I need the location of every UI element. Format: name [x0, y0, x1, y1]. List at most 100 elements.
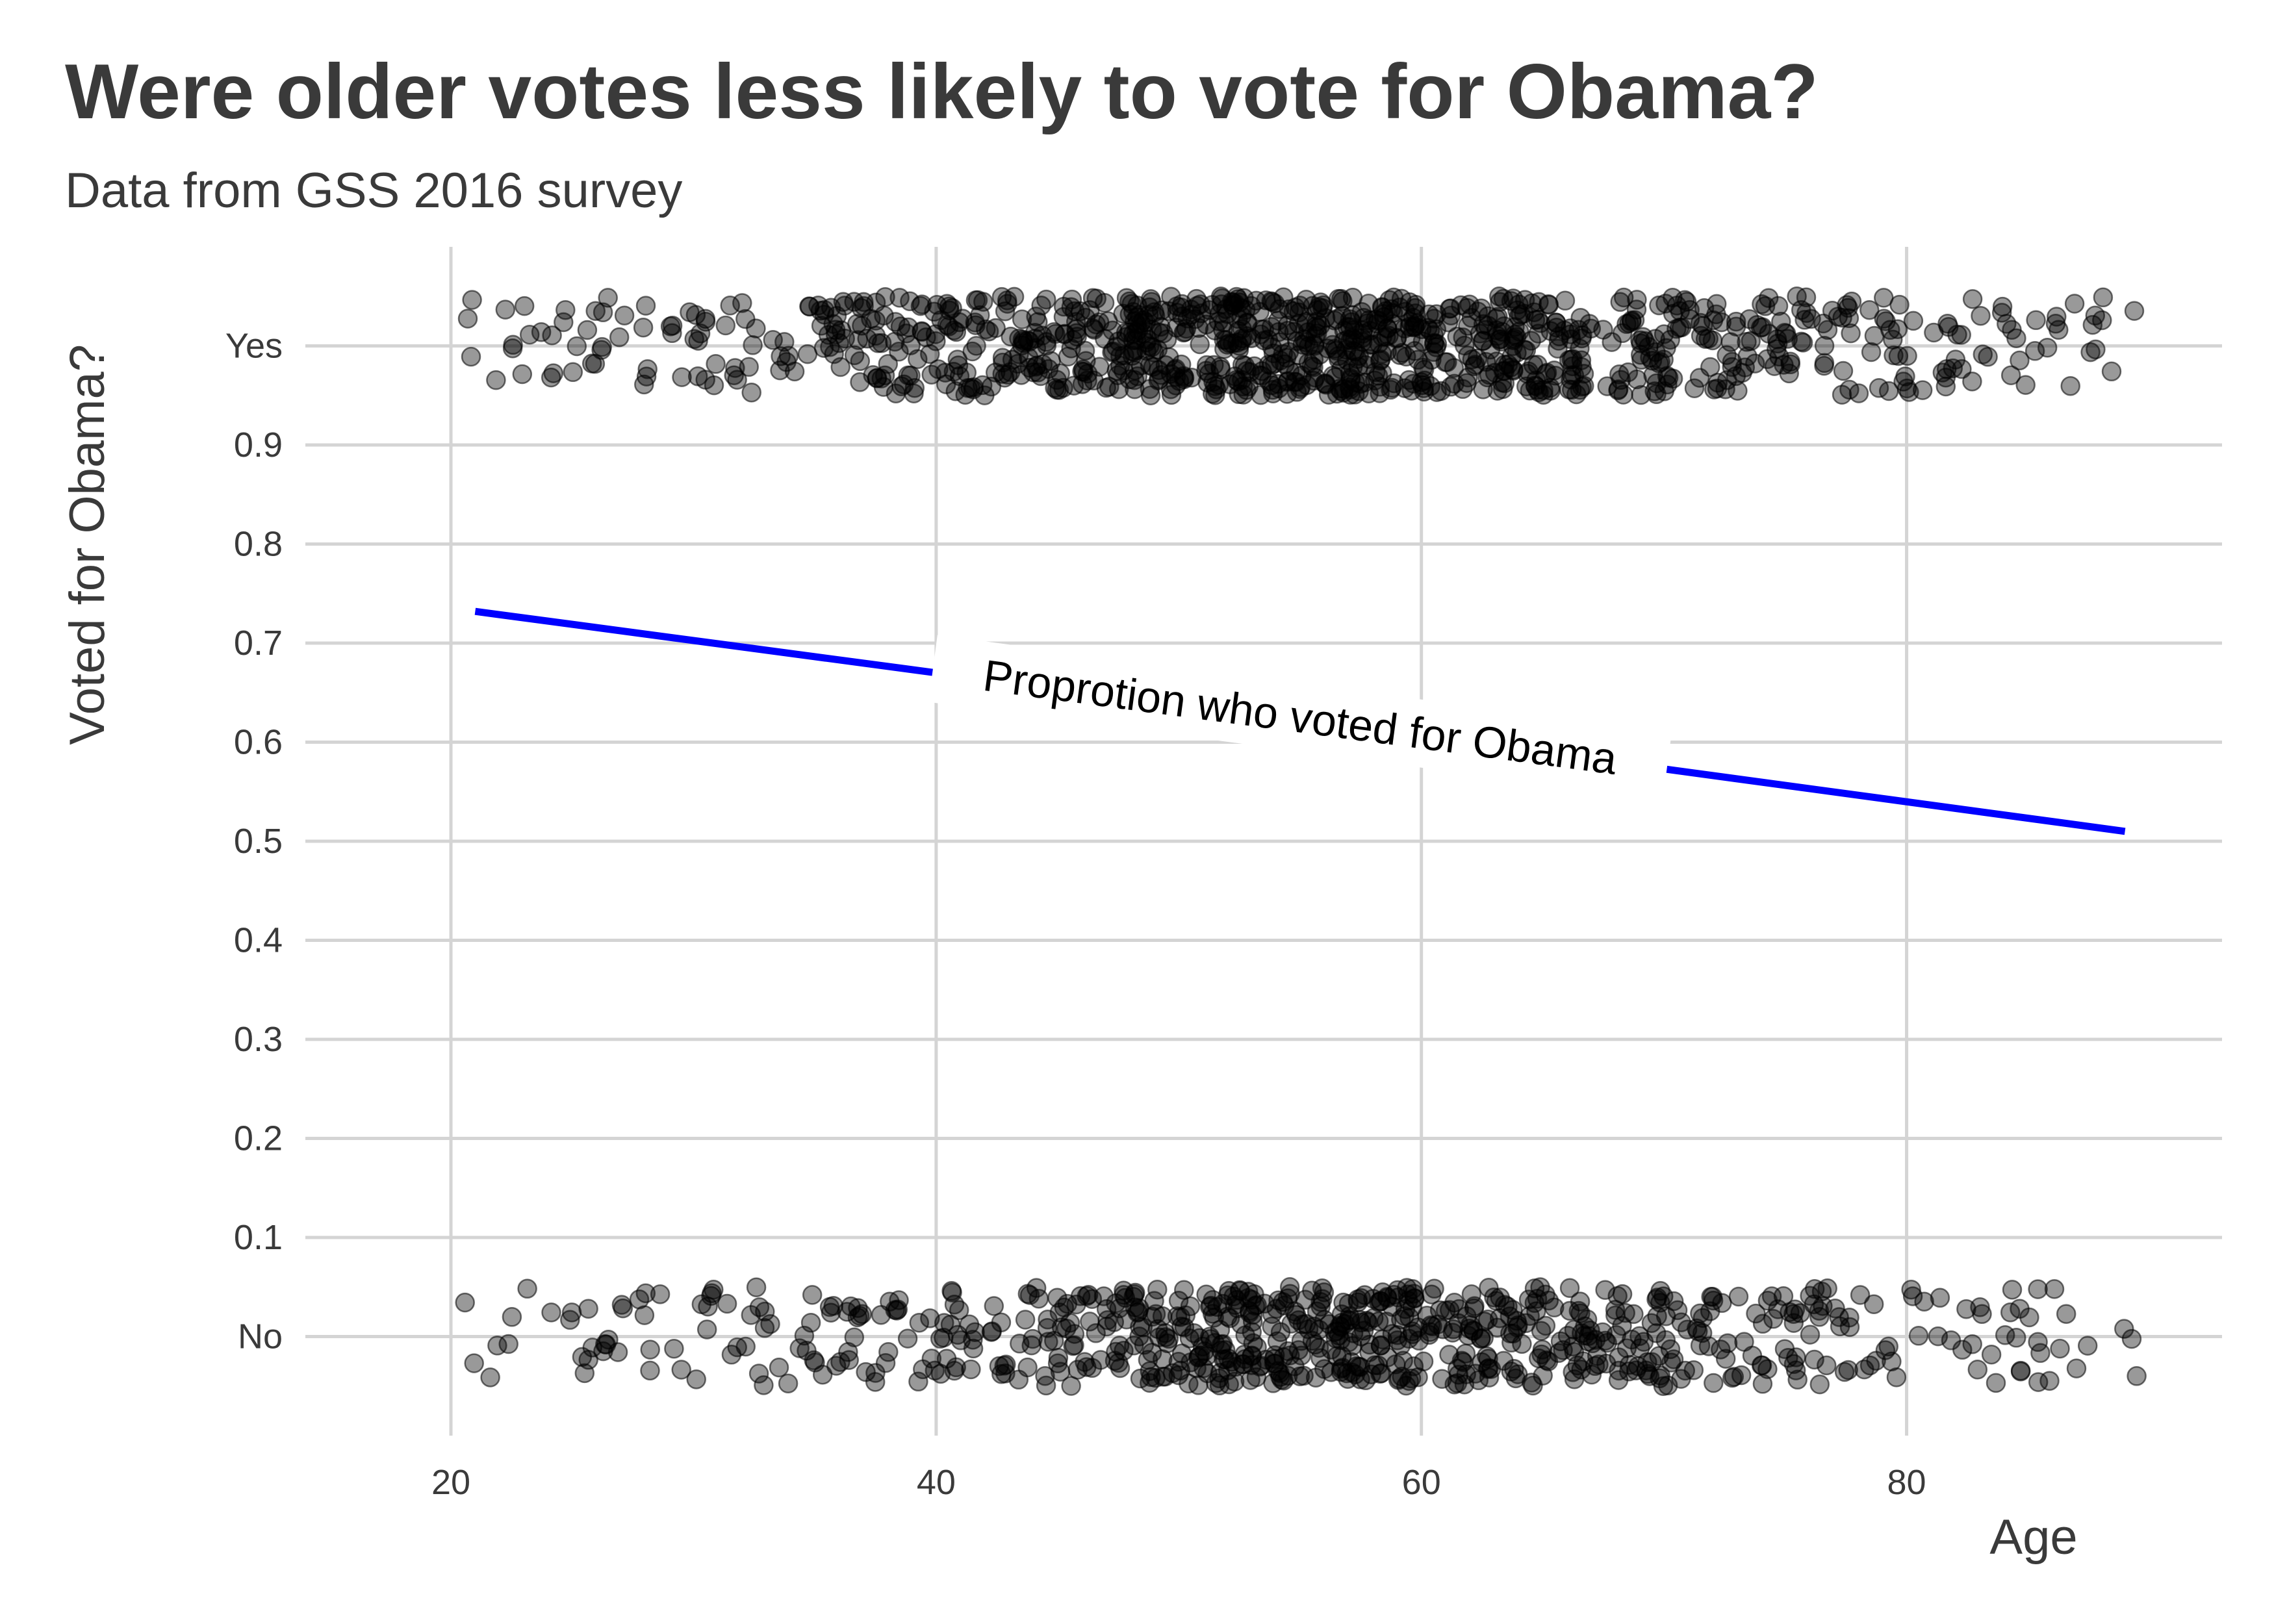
data-point [2000, 365, 2021, 385]
data-point [1262, 1304, 1283, 1325]
data-point [1967, 1360, 1988, 1380]
line-label-background [928, 635, 1672, 800]
data-point [1627, 369, 1647, 390]
y-tick-label: 0.2 [234, 1119, 283, 1158]
data-point [514, 296, 535, 316]
data-point [1151, 365, 1171, 385]
data-point [847, 1307, 868, 1328]
data-point [634, 1305, 655, 1325]
data-point [1328, 349, 1349, 370]
data-point [1737, 346, 1757, 366]
x-tick-label: 20 [431, 1463, 470, 1502]
data-point [542, 325, 562, 346]
data-point [1973, 344, 1993, 364]
data-point [1210, 1319, 1231, 1340]
data-point [672, 367, 692, 387]
data-point [1619, 1361, 1639, 1382]
chart-title: Were older votes less likely to vote for… [65, 48, 1819, 135]
data-point [1631, 333, 1651, 353]
data-point [1009, 328, 1029, 349]
data-point [2000, 1302, 2021, 1323]
data-point [715, 315, 736, 336]
data-point [1642, 350, 1663, 371]
x-axis-label: Age [1989, 1510, 2077, 1565]
data-point [871, 1304, 891, 1325]
data-point [1839, 379, 1859, 400]
data-point [908, 1371, 928, 1392]
data-point [1481, 1359, 1501, 1379]
data-point [1368, 1311, 1389, 1332]
data-point [1689, 368, 1710, 388]
data-point [833, 292, 854, 312]
data-point [1874, 309, 1894, 329]
data-point [735, 309, 756, 329]
data-point [1223, 1286, 1244, 1306]
data-point [1992, 296, 2013, 317]
data-point [1089, 312, 1110, 333]
data-point [1657, 374, 1678, 395]
data-point [867, 368, 888, 388]
data-point [888, 1299, 908, 1319]
y-tick-label: No [238, 1317, 283, 1356]
data-point [1264, 353, 1285, 374]
data-point [1895, 366, 1915, 387]
data-point [934, 1313, 954, 1333]
data-point [1952, 1339, 1973, 1360]
data-point [671, 1360, 691, 1380]
data-point [1750, 318, 1771, 338]
data-point [2086, 339, 2106, 360]
data-point [1825, 1298, 1845, 1319]
data-point [1242, 1304, 1263, 1325]
data-point [1318, 385, 1339, 405]
data-point [748, 1364, 769, 1384]
data-point [1447, 1358, 1468, 1379]
data-point [578, 1299, 598, 1319]
data-point [1032, 325, 1053, 346]
y-tick-label: 0.3 [234, 1020, 283, 1059]
data-point [1180, 1296, 1201, 1317]
data-point [636, 366, 657, 387]
data-point [982, 1321, 1003, 1341]
data-point [1036, 289, 1056, 310]
data-point [1570, 379, 1591, 400]
data-point [1539, 294, 1559, 314]
data-point [664, 1338, 684, 1359]
data-point [2028, 1372, 2049, 1392]
data-point [1498, 354, 1518, 375]
data-point [778, 1373, 798, 1393]
data-point [1995, 1325, 2015, 1345]
data-point [517, 1278, 537, 1299]
data-point [1333, 291, 1353, 311]
data-point [1009, 344, 1029, 364]
data-point [1321, 1362, 1341, 1382]
data-point [1505, 317, 1525, 337]
data-point [1763, 1309, 1783, 1329]
data-point [1962, 1334, 1982, 1354]
y-tick-label: 0.4 [234, 921, 283, 960]
data-point [680, 302, 700, 322]
data-point [1303, 357, 1323, 377]
data-point [635, 1283, 656, 1304]
chart-subtitle: Data from GSS 2016 survey [65, 163, 683, 218]
data-point [823, 1295, 844, 1316]
data-point [2015, 375, 2036, 395]
data-point [732, 293, 752, 313]
data-point [1312, 1278, 1333, 1299]
data-point [1240, 362, 1260, 383]
data-point [1082, 1358, 1103, 1378]
data-point [1279, 342, 1299, 362]
data-point [1459, 294, 1480, 314]
data-point [1047, 1353, 1068, 1374]
data-point [1186, 288, 1207, 309]
data-point [1270, 299, 1290, 320]
data-point [560, 1310, 580, 1330]
data-point [1850, 1285, 1871, 1305]
data-point [1322, 335, 1343, 355]
data-point [1487, 320, 1507, 340]
data-point [2050, 1338, 2070, 1359]
data-point [904, 377, 925, 398]
data-point [609, 327, 630, 348]
data-point [1518, 1289, 1539, 1310]
data-point [1636, 1360, 1656, 1380]
